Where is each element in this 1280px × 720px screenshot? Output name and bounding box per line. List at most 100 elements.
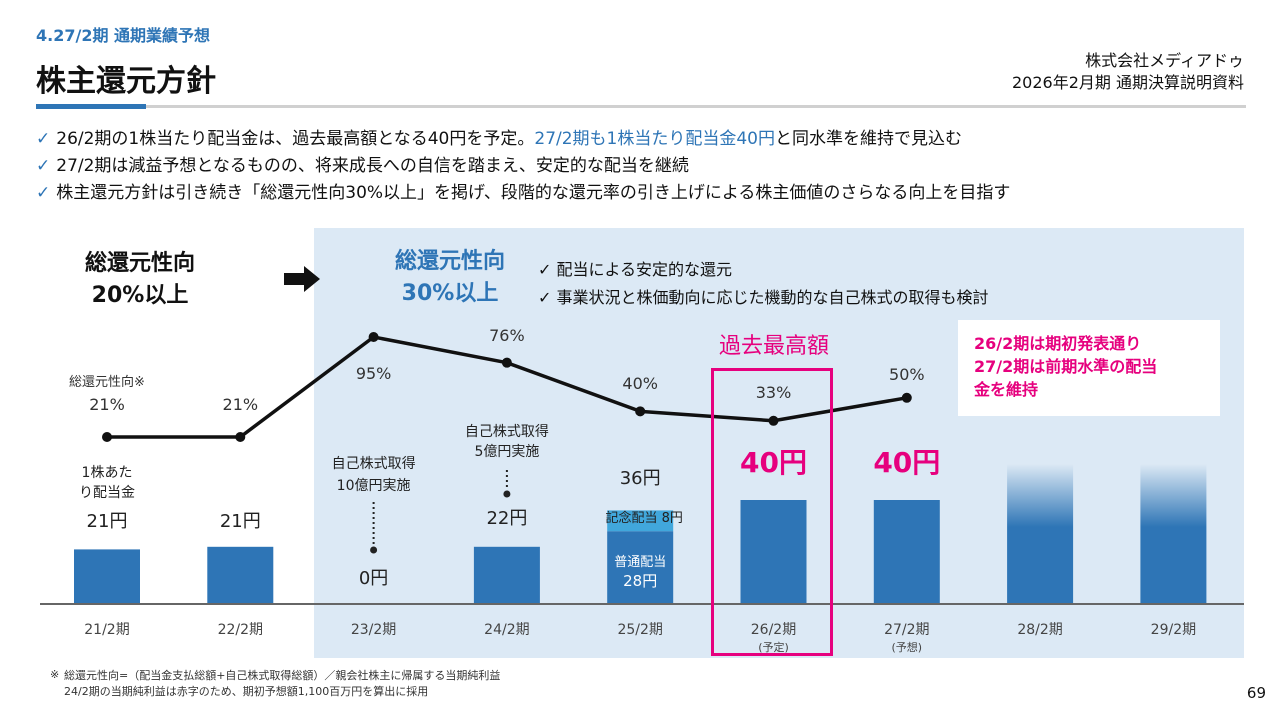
category-label: 29/2期	[1151, 622, 1196, 638]
check-icon: ✓	[36, 156, 51, 176]
payout-ratio-point	[368, 332, 379, 342]
new-policy-line1: 総還元性向	[394, 249, 505, 274]
dividend-label: 40円	[740, 446, 807, 479]
footnote: 総還元性向=（配当金支払総額+自己株式取得総額）／親会社株主に帰属する当期純利益…	[64, 668, 500, 700]
payout-ratio-point	[501, 357, 512, 368]
buyback-label: 自己株式取得	[465, 423, 549, 440]
ordinary-dividend-value: 28円	[623, 572, 657, 590]
old-policy-line2: 20%以上	[91, 283, 189, 308]
bullet-tail: と同水準を維持で見込む	[775, 129, 962, 149]
bullet-text: 27/2期は減益予想となるものの、将来成長への自信を踏まえ、安定的な配当を継続	[56, 156, 689, 176]
category-label: 25/2期	[617, 622, 662, 638]
category-label: 24/2期	[484, 622, 529, 638]
policy-item: ✓ 配当による安定的な還元	[538, 256, 989, 284]
dividend-series-label: 1株あた	[82, 465, 133, 481]
right-arrow-icon	[284, 266, 320, 292]
buyback-label: 5億円実施	[474, 444, 539, 460]
dividend-bar	[740, 500, 807, 604]
payout-ratio-point	[901, 392, 912, 403]
company-name: 株式会社メディアドゥ	[1085, 51, 1244, 70]
check-icon: ✓	[538, 288, 552, 307]
record-high-frame	[711, 368, 833, 656]
future-bar	[1007, 464, 1074, 604]
check-icon: ✓	[36, 129, 51, 149]
category-label: 27/2期	[884, 622, 929, 638]
note-line: 金を維持	[974, 380, 1039, 399]
company-info: 株式会社メディアドゥ 2026年2月期 通期決算説明資料	[1012, 50, 1244, 94]
dividend-series-label: り配当金	[79, 485, 135, 501]
buyback-dot	[503, 490, 511, 498]
page-number: 69	[1246, 684, 1266, 702]
payout-ratio-title: 総還元性向※	[69, 374, 145, 390]
commemorative-dividend-bar	[607, 510, 674, 532]
policy-item: ✓ 事業状況と株価動向に応じた機動的な自己株式の取得も検討	[538, 284, 989, 312]
bars-layer	[74, 464, 1207, 604]
bullet-text: 株主還元方針は引き続き「総還元性向30%以上」を掲げ、段階的な還元率の引き上げに…	[56, 183, 1011, 203]
payout-ratio-label: 33%	[756, 383, 792, 402]
payout-ratio-point	[235, 432, 246, 442]
dividend-label: 22円	[486, 508, 527, 529]
page-title: 株主還元方針	[36, 64, 216, 99]
policy-item-text: 事業状況と株価動向に応じた機動的な自己株式の取得も検討	[556, 288, 989, 307]
category-label: 23/2期	[351, 622, 396, 638]
dividend-bar	[473, 546, 540, 604]
section-heading: 4.27/2期 通期業績予想	[36, 26, 211, 45]
dividend-bar	[873, 500, 940, 604]
payout-line-layer	[102, 332, 912, 442]
payout-ratio-label: 76%	[489, 326, 525, 345]
check-icon: ✓	[36, 183, 51, 203]
summary-bullets: ✓ 26/2期の1株当たり配当金は、過去最高額となる40円を予定。27/2期も1株…	[36, 126, 1010, 207]
forecast-note: 26/2期は期初発表通り 27/2期は前期水準の配当 金を維持	[958, 320, 1220, 416]
category-label: 26/2期	[751, 622, 796, 638]
bullet-item: ✓ 株主還元方針は引き続き「総還元性向30%以上」を掲げ、段階的な還元率の引き上げ…	[36, 180, 1010, 207]
note-line: 27/2期は前期水準の配当	[974, 357, 1158, 376]
policy-item-text: 配当による安定的な還元	[556, 260, 733, 279]
old-policy-label: 総還元性向 20%以上	[60, 248, 220, 312]
new-policy-line2: 30%以上	[401, 281, 499, 306]
dividend-label: 21円	[220, 511, 261, 532]
payout-ratio-label: 50%	[889, 365, 925, 384]
future-bar	[1140, 464, 1207, 604]
document-name: 2026年2月期 通期決算説明資料	[1012, 73, 1244, 92]
buyback-dot	[370, 546, 378, 554]
bullet-highlight: 27/2期も1株当たり配当金40円	[534, 129, 775, 149]
payout-ratio-point	[102, 432, 112, 442]
policy-list: ✓ 配当による安定的な還元 ✓ 事業状況と株価動向に応じた機動的な自己株式の取得…	[538, 256, 989, 312]
dividend-label: 21円	[87, 511, 128, 532]
dividend-label: 40円	[873, 446, 940, 479]
footnote-line: 24/2期の当期純利益は赤字のため、期初予想額1,100百万円を算出に採用	[64, 685, 429, 698]
payout-ratio-label: 21%	[89, 395, 125, 414]
bullet-item: ✓ 27/2期は減益予想となるものの、将来成長への自信を踏まえ、安定的な配当を継続	[36, 153, 1010, 180]
note-line: 26/2期は期初発表通り	[974, 334, 1142, 353]
ordinary-dividend-bar	[607, 531, 674, 604]
old-policy-line1: 総還元性向	[84, 251, 195, 276]
dividend-label: 0円	[359, 568, 388, 589]
payout-ratio-point	[768, 415, 779, 426]
category-note: (予定)	[758, 640, 789, 654]
footnote-line: 総還元性向=（配当金支払総額+自己株式取得総額）／親会社株主に帰属する当期純利益	[64, 669, 501, 682]
category-label: 21/2期	[84, 622, 129, 638]
buyback-label: 自己株式取得	[332, 455, 416, 472]
payout-ratio-label: 40%	[622, 374, 658, 393]
category-note: (予想)	[892, 640, 923, 654]
bullet-item: ✓ 26/2期の1株当たり配当金は、過去最高額となる40円を予定。27/2期も1株…	[36, 126, 1010, 153]
footnote-mark: ※	[50, 668, 60, 681]
check-icon: ✓	[538, 260, 552, 279]
ordinary-dividend-label: 普通配当	[614, 555, 666, 570]
payout-ratio-point	[635, 406, 646, 417]
commemorative-dividend-label: 記念配当 8円	[605, 510, 682, 526]
new-policy-label: 総還元性向 30%以上	[380, 246, 520, 310]
payout-ratio-label: 95%	[356, 364, 392, 383]
payout-ratio-label: 21%	[223, 395, 259, 414]
title-underline-accent	[36, 104, 146, 109]
buyback-label: 10億円実施	[337, 478, 411, 494]
dividend-bar	[74, 549, 140, 604]
dividend-bar	[207, 546, 274, 604]
record-high-label: 過去最高額	[718, 334, 829, 359]
category-label: 22/2期	[218, 622, 263, 638]
title-underline	[146, 105, 1246, 108]
category-label: 28/2期	[1017, 622, 1062, 638]
bullet-text: 26/2期の1株当たり配当金は、過去最高額となる40円を予定。	[56, 129, 535, 149]
dividend-label: 36円	[620, 468, 661, 489]
